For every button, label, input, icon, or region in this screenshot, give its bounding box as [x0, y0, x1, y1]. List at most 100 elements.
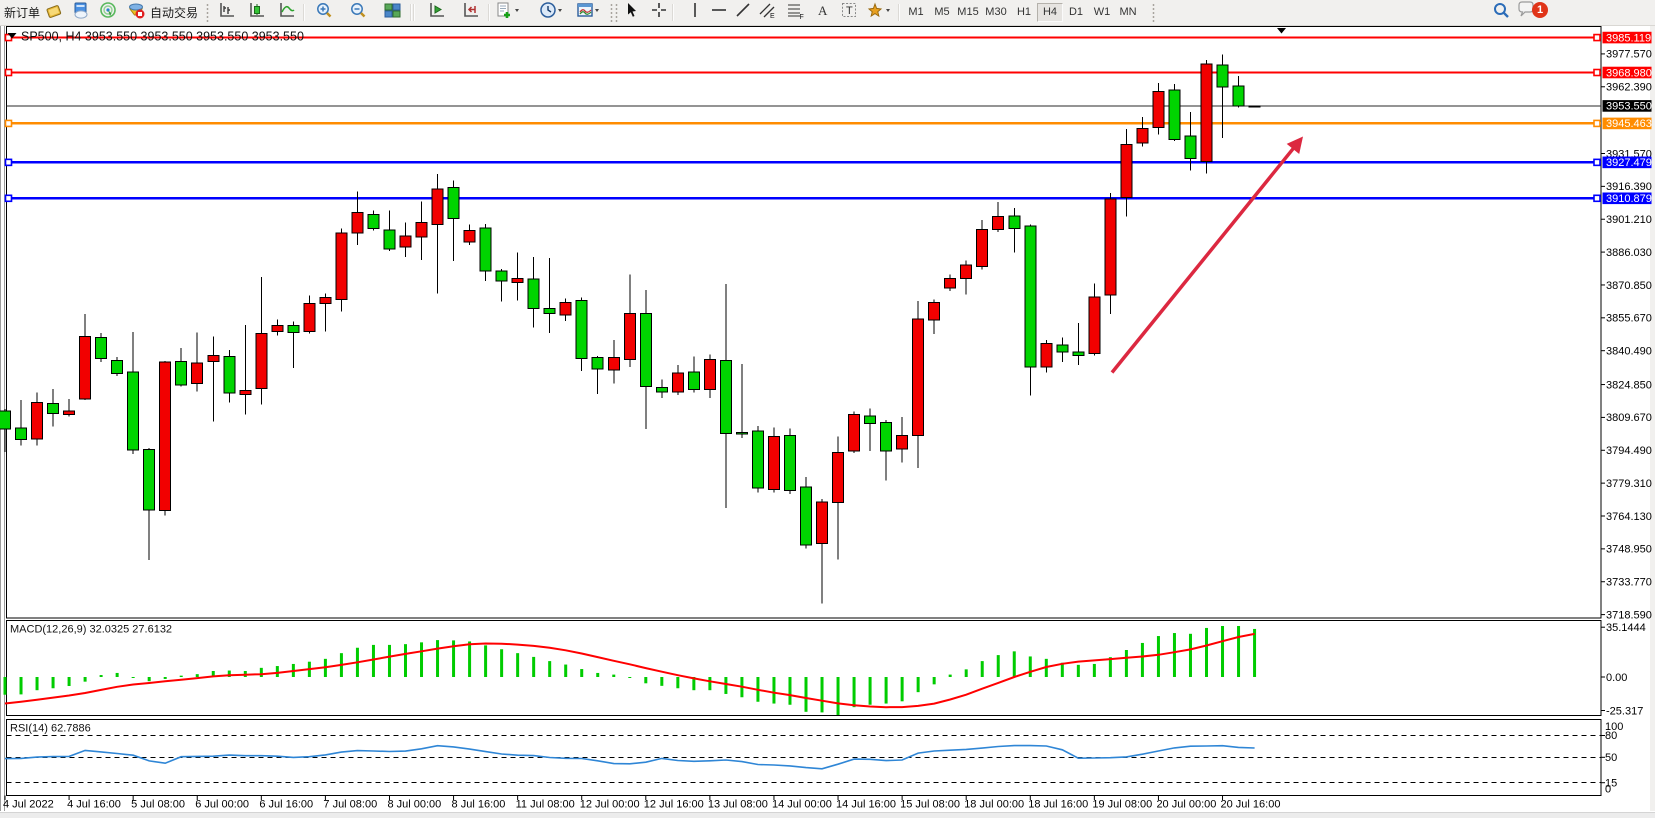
shapes-tool-button[interactable]: [866, 0, 892, 25]
macd-histogram-bar: [3, 677, 7, 695]
rsi-axis-label: 15: [1605, 778, 1617, 790]
timeframe-d1-button[interactable]: D1: [1063, 0, 1089, 25]
macd-histogram-bar: [948, 674, 952, 677]
timeframe-m5-button[interactable]: M5: [929, 0, 955, 25]
label-tool-button[interactable]: T: [840, 0, 859, 25]
vline-tool-button[interactable]: [686, 0, 705, 25]
price-tick-label: 3748.950: [1606, 544, 1652, 556]
candle-body-bull: [271, 325, 284, 333]
candle-body-bull: [976, 228, 989, 267]
price-tick-label: 3824.850: [1606, 379, 1652, 391]
new-order-button[interactable]: 新订单: [4, 0, 40, 25]
timeframe-w1-button[interactable]: W1: [1089, 0, 1115, 25]
autotrading-button[interactable]: 自动交易: [150, 0, 200, 25]
rsi-axis-label: 80: [1605, 730, 1617, 742]
signals-button-icon: [99, 1, 118, 25]
text-tool-button[interactable]: A: [814, 0, 833, 25]
chart-bars-button[interactable]: [218, 0, 237, 25]
metaeditor-button[interactable]: [45, 0, 64, 25]
periods-button[interactable]: [539, 0, 563, 25]
macd-histogram-bar: [628, 677, 632, 678]
macd-histogram-bar: [1076, 664, 1080, 677]
timeframe-m15-button[interactable]: M15: [955, 0, 983, 25]
channel-tool-button[interactable]: E: [758, 0, 777, 25]
notification-badge: 1: [1532, 1, 1549, 18]
candle-body-bear: [1248, 105, 1261, 108]
zoom-in-button[interactable]: [315, 0, 334, 25]
trend-arrow-head[interactable]: [1286, 136, 1303, 155]
signals-button[interactable]: [99, 0, 118, 25]
hline-handle[interactable]: [1593, 119, 1601, 128]
chart-line-button-icon: [278, 1, 297, 25]
time-tick-label: 12 Jul 16:00: [644, 799, 704, 811]
candle-body-bear: [639, 313, 652, 387]
status-strip: [0, 812, 1655, 818]
chart-line-button[interactable]: [278, 0, 297, 25]
hline-handle[interactable]: [1593, 194, 1601, 203]
macd-histogram-bar: [564, 664, 568, 677]
symbol-ohlc-title: SP500, H4 3953.550 3953.550 3953.550 395…: [21, 30, 304, 44]
templates-button[interactable]: [576, 0, 600, 25]
timeframe-mn-button[interactable]: MN: [1115, 0, 1141, 25]
fibonacci-tool-button[interactable]: F: [786, 0, 805, 25]
hline-handle[interactable]: [1593, 68, 1601, 77]
macd-histogram-bar: [996, 655, 1000, 677]
candle-body-bull: [912, 318, 925, 437]
candle-body-bull: [351, 212, 364, 234]
candle-body-bear: [383, 229, 396, 250]
hline-tool-button[interactable]: [710, 0, 729, 25]
macd-histogram-bar: [660, 677, 664, 686]
toolbar-separator: [488, 4, 490, 21]
search-button[interactable]: [1492, 0, 1511, 25]
chart-candles-button[interactable]: [248, 0, 267, 25]
toolbar-separator: [672, 4, 674, 21]
hline-handle[interactable]: [4, 68, 13, 77]
time-tick-label: 6 Jul 00:00: [195, 799, 249, 811]
cursor-tool-button[interactable]: [623, 0, 642, 25]
candle-body-bull: [816, 501, 829, 545]
metaeditor-button-icon: [45, 1, 64, 25]
timeframe-h1-button[interactable]: H1: [1011, 0, 1037, 25]
trend-arrow-shaft[interactable]: [1110, 144, 1297, 374]
svg-text:T: T: [846, 5, 853, 17]
price-tick-label: 3855.670: [1606, 313, 1652, 325]
macd-histogram-bar: [1188, 633, 1192, 677]
crosshair-tool-button[interactable]: [650, 0, 669, 25]
price-badge-label: 3910.879: [1606, 193, 1652, 205]
timeframe-h4-button[interactable]: H4: [1037, 0, 1063, 25]
indicators-button[interactable]: [496, 0, 520, 25]
macd-histogram-bar: [83, 677, 87, 682]
market-watch-button[interactable]: [72, 0, 91, 25]
price-tick-label: 3718.590: [1606, 609, 1652, 621]
autotrading-icon-button[interactable]: [127, 0, 146, 25]
toolbar-grip: [206, 3, 209, 22]
hline-handle[interactable]: [1593, 33, 1601, 42]
hline-handle[interactable]: [4, 158, 13, 167]
zoom-out-button[interactable]: [349, 0, 368, 25]
price-badge: [1602, 100, 1652, 112]
title-collapse-arrow-icon[interactable]: [7, 33, 17, 39]
window-frame-right: [1650, 26, 1655, 811]
chart-shift-button[interactable]: [462, 0, 481, 25]
macd-histogram-bar: [211, 671, 215, 677]
timeframe-m1-button[interactable]: M1: [903, 0, 929, 25]
hline-handle[interactable]: [1593, 158, 1601, 167]
trendline-tool-button[interactable]: [734, 0, 753, 25]
candle-body-bear: [687, 371, 700, 391]
candle-body-bear: [479, 227, 492, 272]
tile-windows-button[interactable]: [383, 0, 402, 25]
macd-histogram-bar: [836, 677, 840, 715]
price-tick-label: 3916.390: [1606, 181, 1652, 193]
timeframe-h1-label: H1: [1016, 6, 1032, 18]
hline-handle[interactable]: [4, 119, 13, 128]
hline-handle[interactable]: [4, 194, 13, 203]
timeframe-w1-label: W1: [1093, 6, 1111, 18]
macd-histogram-bar: [708, 677, 712, 691]
candle-body-bear: [367, 214, 380, 230]
auto-scroll-button[interactable]: [428, 0, 447, 25]
macd-histogram-bar: [179, 675, 183, 677]
toolbar-separator: [303, 4, 305, 21]
price-badge: [1602, 117, 1652, 130]
candle-body-bull: [191, 362, 204, 385]
timeframe-m30-button[interactable]: M30: [983, 0, 1011, 25]
